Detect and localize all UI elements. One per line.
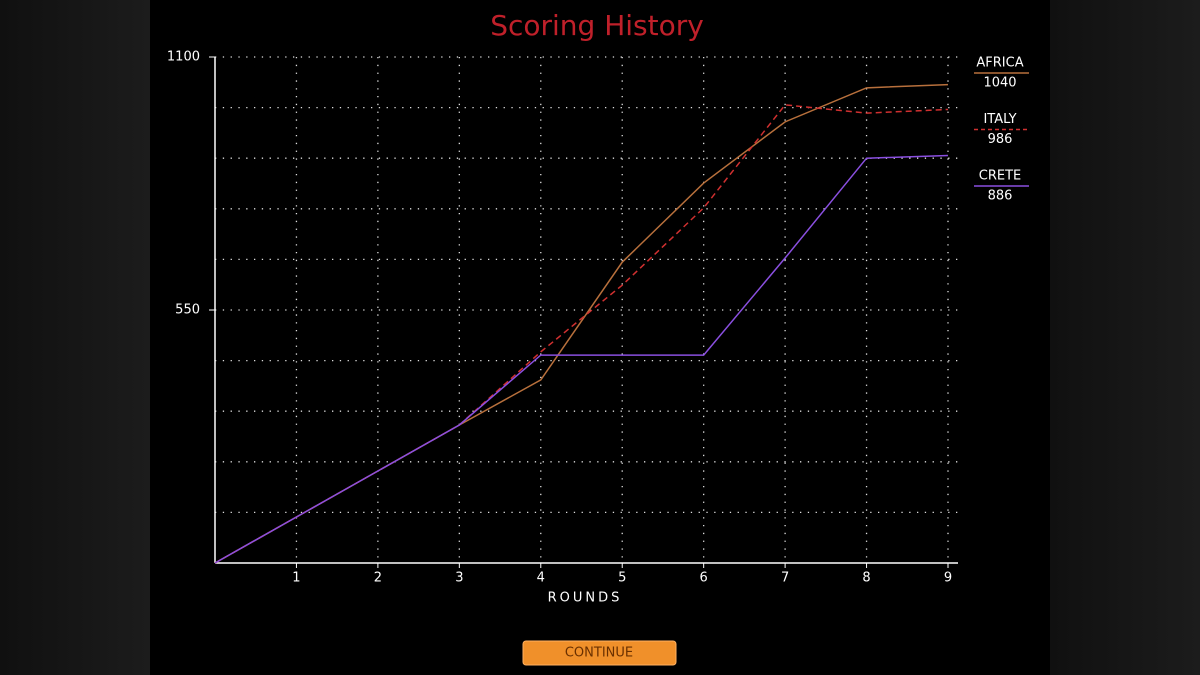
button-label[interactable]: CONTINUE	[565, 646, 633, 661]
legend-label: AFRICA	[976, 56, 1023, 71]
x-tick-label: 2	[374, 571, 382, 586]
side-panel	[0, 0, 150, 675]
y-tick-label: 550	[175, 303, 200, 318]
x-tick-label: 4	[537, 571, 545, 586]
legend-label: CRETE	[979, 169, 1021, 184]
side-panel	[1050, 0, 1200, 675]
x-tick-label: 1	[292, 571, 300, 586]
legend-value: 886	[988, 189, 1013, 204]
legend-label: ITALY	[983, 112, 1016, 127]
x-tick-label: 3	[455, 571, 463, 586]
plot: 1 2 3 4 5 6 7 8 9 550 1100 AFRICA 1040 ITALY 986 CRETE 8…	[167, 50, 1029, 586]
chart-title: Scoring History	[490, 9, 704, 42]
x-tick-label: 7	[781, 571, 789, 586]
button-background[interactable]	[522, 640, 677, 666]
x-tick-label: 8	[862, 571, 870, 586]
y-tick-label: 1100	[167, 50, 200, 65]
continue-button[interactable]: CONTINUE	[522, 640, 677, 666]
x-tick-label: 5	[618, 571, 626, 586]
series-line	[214, 154, 949, 564]
legend-value: 1040	[983, 76, 1016, 91]
x-tick-label: 9	[944, 571, 952, 586]
main-panel	[150, 0, 1050, 675]
x-axis-label: ROUNDS	[548, 591, 623, 606]
legend-value: 986	[988, 132, 1013, 147]
x-tick-label: 6	[700, 571, 708, 586]
